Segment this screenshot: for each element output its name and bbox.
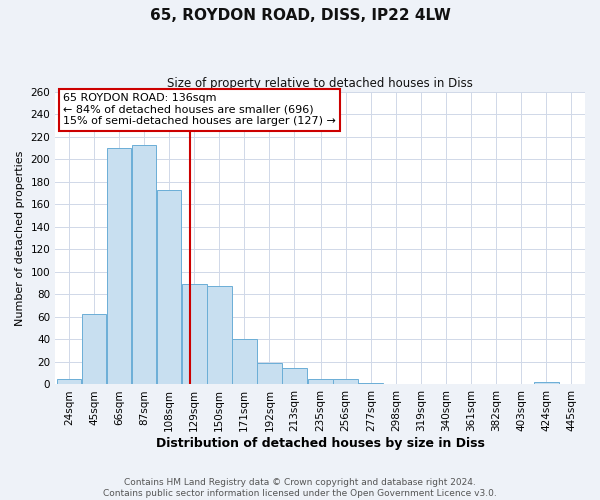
Bar xyxy=(157,190,181,384)
Bar xyxy=(182,284,206,384)
Text: 65, ROYDON ROAD, DISS, IP22 4LW: 65, ROYDON ROAD, DISS, IP22 4LW xyxy=(149,8,451,22)
Bar xyxy=(257,363,282,384)
Bar xyxy=(132,144,157,384)
Title: Size of property relative to detached houses in Diss: Size of property relative to detached ho… xyxy=(167,78,473,90)
Bar xyxy=(232,340,257,384)
Bar xyxy=(308,379,333,384)
Bar xyxy=(107,148,131,384)
Bar xyxy=(534,382,559,384)
Text: Contains HM Land Registry data © Crown copyright and database right 2024.
Contai: Contains HM Land Registry data © Crown c… xyxy=(103,478,497,498)
Bar xyxy=(334,379,358,384)
Y-axis label: Number of detached properties: Number of detached properties xyxy=(15,150,25,326)
Text: 65 ROYDON ROAD: 136sqm
← 84% of detached houses are smaller (696)
15% of semi-de: 65 ROYDON ROAD: 136sqm ← 84% of detached… xyxy=(63,93,336,126)
Bar xyxy=(56,379,81,384)
Bar xyxy=(282,368,307,384)
Bar xyxy=(207,286,232,384)
Bar xyxy=(82,314,106,384)
X-axis label: Distribution of detached houses by size in Diss: Distribution of detached houses by size … xyxy=(155,437,485,450)
